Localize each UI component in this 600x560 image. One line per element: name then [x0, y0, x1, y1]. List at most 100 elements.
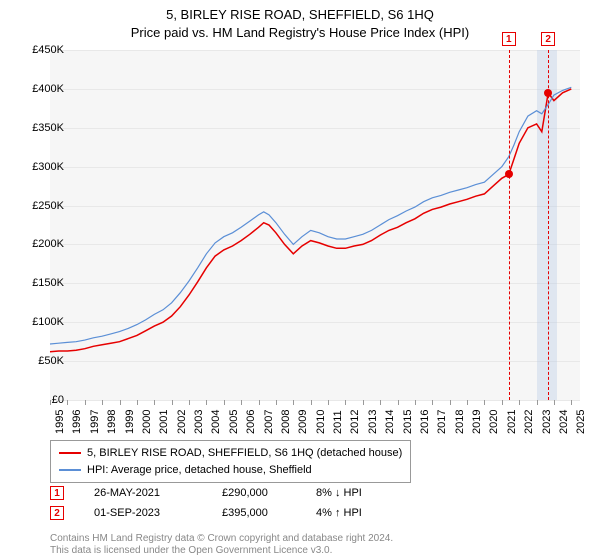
- x-tick-label: 1996: [71, 410, 83, 434]
- x-tick-label: 2012: [349, 410, 361, 434]
- x-tick-mark: [311, 400, 312, 405]
- x-tick-label: 2022: [523, 410, 535, 434]
- annotation-date: 01-SEP-2023: [78, 507, 208, 519]
- x-tick-label: 2007: [263, 410, 275, 434]
- annotation-marker: 2: [50, 506, 64, 520]
- x-tick-mark: [67, 400, 68, 405]
- x-tick-mark: [571, 400, 572, 405]
- y-tick-label: £300K: [16, 161, 64, 173]
- y-tick-label: £150K: [16, 277, 64, 289]
- x-tick-label: 2024: [558, 410, 570, 434]
- annotation-price: £395,000: [222, 507, 302, 519]
- x-tick-label: 2010: [315, 410, 327, 434]
- x-tick-mark: [137, 400, 138, 405]
- y-tick-label: £450K: [16, 44, 64, 56]
- annotation-dot: [544, 89, 552, 97]
- annotation-change: 4% ↑ HPI: [316, 507, 396, 519]
- chart-container: 5, BIRLEY RISE ROAD, SHEFFIELD, S6 1HQ P…: [0, 0, 600, 560]
- y-tick-label: £0: [16, 394, 64, 406]
- annotation-vline: [509, 50, 510, 400]
- x-tick-mark: [502, 400, 503, 405]
- x-tick-label: 2021: [506, 410, 518, 434]
- x-tick-mark: [345, 400, 346, 405]
- x-tick-label: 2016: [419, 410, 431, 434]
- x-tick-mark: [328, 400, 329, 405]
- x-tick-label: 1998: [106, 410, 118, 434]
- x-tick-label: 2000: [141, 410, 153, 434]
- x-tick-mark: [432, 400, 433, 405]
- x-tick-mark: [102, 400, 103, 405]
- annotation-table-row: 2 01-SEP-2023 £395,000 4% ↑ HPI: [50, 506, 396, 520]
- legend-swatch: [59, 452, 81, 454]
- x-tick-label: 2014: [384, 410, 396, 434]
- series-hpi: [50, 87, 571, 344]
- x-tick-label: 2013: [367, 410, 379, 434]
- y-tick-label: £200K: [16, 238, 64, 250]
- x-tick-mark: [519, 400, 520, 405]
- y-tick-label: £400K: [16, 83, 64, 95]
- x-tick-label: 2003: [193, 410, 205, 434]
- legend-label: HPI: Average price, detached house, Shef…: [87, 462, 312, 479]
- x-tick-mark: [85, 400, 86, 405]
- annotation-table-row: 1 26-MAY-2021 £290,000 8% ↓ HPI: [50, 486, 396, 500]
- footer: Contains HM Land Registry data © Crown c…: [50, 533, 393, 557]
- x-tick-mark: [398, 400, 399, 405]
- x-tick-label: 2009: [297, 410, 309, 434]
- x-tick-mark: [259, 400, 260, 405]
- footer-line1: Contains HM Land Registry data © Crown c…: [50, 533, 393, 545]
- legend-row: 5, BIRLEY RISE ROAD, SHEFFIELD, S6 1HQ (…: [59, 445, 402, 462]
- footer-line2: This data is licensed under the Open Gov…: [50, 545, 393, 557]
- annotation-marker: 2: [541, 32, 555, 46]
- x-tick-label: 2002: [176, 410, 188, 434]
- x-tick-label: 2005: [228, 410, 240, 434]
- annotation-price: £290,000: [222, 487, 302, 499]
- x-tick-mark: [154, 400, 155, 405]
- legend-label: 5, BIRLEY RISE ROAD, SHEFFIELD, S6 1HQ (…: [87, 445, 402, 462]
- x-tick-label: 2019: [471, 410, 483, 434]
- x-tick-mark: [293, 400, 294, 405]
- annotation-marker: 1: [50, 486, 64, 500]
- x-tick-label: 2004: [210, 410, 222, 434]
- x-tick-mark: [380, 400, 381, 405]
- x-tick-mark: [415, 400, 416, 405]
- x-tick-mark: [241, 400, 242, 405]
- legend: 5, BIRLEY RISE ROAD, SHEFFIELD, S6 1HQ (…: [50, 440, 411, 483]
- grid-line: [50, 400, 580, 401]
- x-tick-mark: [484, 400, 485, 405]
- x-tick-mark: [50, 400, 51, 405]
- legend-swatch: [59, 469, 81, 471]
- x-tick-label: 2015: [402, 410, 414, 434]
- annotation-change: 8% ↓ HPI: [316, 487, 396, 499]
- x-tick-mark: [537, 400, 538, 405]
- x-tick-label: 2025: [575, 410, 587, 434]
- x-tick-label: 2008: [280, 410, 292, 434]
- legend-row: HPI: Average price, detached house, Shef…: [59, 462, 402, 479]
- x-tick-label: 2023: [541, 410, 553, 434]
- x-tick-label: 2018: [454, 410, 466, 434]
- x-tick-mark: [189, 400, 190, 405]
- x-tick-mark: [450, 400, 451, 405]
- annotation-vline: [548, 50, 549, 400]
- x-tick-label: 2020: [488, 410, 500, 434]
- x-tick-label: 2001: [158, 410, 170, 434]
- x-tick-label: 2011: [332, 410, 344, 434]
- x-tick-mark: [120, 400, 121, 405]
- y-tick-label: £250K: [16, 200, 64, 212]
- x-tick-label: 2017: [436, 410, 448, 434]
- y-tick-label: £100K: [16, 316, 64, 328]
- annotation-dot: [505, 170, 513, 178]
- x-tick-mark: [206, 400, 207, 405]
- x-tick-label: 2006: [245, 410, 257, 434]
- x-tick-mark: [554, 400, 555, 405]
- x-tick-mark: [363, 400, 364, 405]
- x-tick-label: 1999: [124, 410, 136, 434]
- annotation-date: 26-MAY-2021: [78, 487, 208, 499]
- chart-plot-area: 12: [50, 50, 580, 400]
- title-line1: 5, BIRLEY RISE ROAD, SHEFFIELD, S6 1HQ: [0, 6, 600, 24]
- annotation-marker: 1: [502, 32, 516, 46]
- line-series-svg: [50, 50, 580, 400]
- y-tick-label: £50K: [16, 355, 64, 367]
- x-tick-label: 1995: [54, 410, 66, 434]
- x-tick-mark: [172, 400, 173, 405]
- series-price_paid: [50, 89, 571, 352]
